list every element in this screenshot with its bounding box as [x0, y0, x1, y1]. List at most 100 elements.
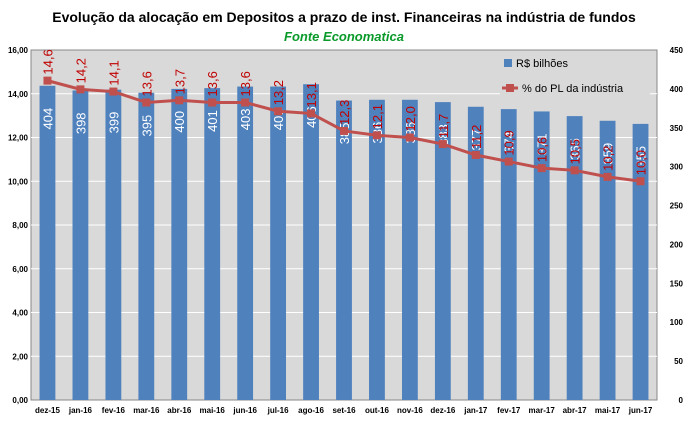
bar-data-label: 398: [73, 112, 88, 134]
bar-data-label: 401: [205, 110, 220, 132]
bar: [434, 102, 451, 400]
bar: [270, 86, 287, 401]
y-left-tick-label: 12,00: [8, 134, 29, 143]
y-left-tick-label: 0,00: [12, 396, 28, 405]
x-tick-label: ago-16: [298, 406, 324, 415]
bar-data-label: 404: [40, 108, 55, 130]
line-data-label: 13,2: [271, 80, 286, 105]
legend-swatch-bar: [504, 59, 512, 67]
line-marker: [570, 166, 579, 175]
line-marker: [537, 164, 546, 173]
x-tick-label: jun-16: [232, 406, 257, 415]
y-right-tick-label: 100: [670, 318, 684, 327]
x-tick-label: dez-15: [35, 406, 60, 415]
x-tick-label: fev-16: [102, 406, 126, 415]
x-tick-label: mai-16: [200, 406, 226, 415]
line-marker: [274, 107, 283, 116]
line-data-label: 11,7: [436, 114, 451, 138]
line-marker: [241, 98, 250, 107]
bar: [632, 123, 649, 400]
line-marker: [175, 96, 184, 105]
x-tick-label: nov-16: [397, 406, 423, 415]
line-marker: [504, 157, 513, 166]
bar-data-label: 374: [502, 131, 517, 153]
y-right-tick-label: 350: [670, 124, 684, 133]
legend-box: [500, 52, 650, 98]
line-data-label: 12,1: [370, 104, 385, 129]
line-marker: [603, 172, 612, 181]
line-marker: [636, 177, 645, 186]
x-tick-label: set-16: [332, 406, 356, 415]
bar-data-label: 359: [601, 143, 616, 165]
line-marker: [405, 133, 414, 142]
line-marker: [43, 76, 52, 85]
line-marker: [208, 98, 217, 107]
bar: [171, 88, 188, 400]
x-tick-label: jan-17: [463, 406, 488, 415]
line-data-label: 12,3: [337, 100, 352, 125]
legend-label-line: % do PL da indústria: [522, 83, 624, 95]
bar: [237, 86, 254, 401]
bar-data-label: 355: [634, 146, 649, 168]
bar-data-label: 371: [535, 133, 550, 155]
x-tick-label: jul-16: [267, 406, 289, 415]
line-data-label: 10,6: [535, 137, 550, 162]
line-data-label: 13,7: [172, 69, 187, 94]
bar: [500, 109, 517, 400]
legend-swatch-marker: [506, 84, 514, 92]
x-tick-label: mai-17: [595, 406, 621, 415]
line-data-label: 14,1: [106, 60, 121, 85]
x-tick-label: fev-17: [497, 406, 521, 415]
line-data-label: 13,6: [139, 71, 154, 96]
bar: [599, 120, 616, 401]
y-left-tick-label: 6,00: [12, 265, 28, 274]
line-marker: [142, 98, 151, 107]
line-marker: [76, 85, 85, 94]
line-data-label: 11,2: [469, 125, 484, 149]
y-right-tick-label: 50: [674, 357, 683, 366]
y-right-tick-label: 0: [679, 396, 684, 405]
bar: [467, 106, 484, 401]
y-left-tick-label: 10,00: [8, 177, 29, 186]
line-data-label: 14,6: [40, 49, 55, 74]
bar: [533, 111, 550, 400]
y-right-tick-label: 200: [670, 240, 684, 249]
line-data-label: 13,1: [304, 82, 319, 107]
line-data-label: 10,2: [601, 146, 616, 171]
line-data-label: 13,6: [205, 71, 220, 96]
y-left-tick-label: 16,00: [8, 46, 29, 55]
bar: [105, 89, 122, 401]
line-data-label: 10,5: [568, 139, 583, 164]
bar: [401, 99, 418, 401]
bar-data-label: 400: [172, 111, 187, 133]
chart-title: Evolução da alocação em Depositos a praz…: [52, 9, 636, 25]
line-marker: [109, 87, 118, 96]
x-tick-label: jan-16: [68, 406, 93, 415]
y-right-tick-label: 450: [670, 46, 684, 55]
line-marker: [471, 151, 480, 159]
x-tick-label: out-16: [365, 406, 390, 415]
line-data-label: 14,2: [73, 58, 88, 83]
bar: [72, 90, 89, 400]
y-left-tick-label: 4,00: [12, 309, 28, 318]
bar: [39, 85, 56, 401]
line-data-label: 13,6: [238, 71, 253, 96]
bar-data-label: 403: [238, 109, 253, 131]
line-marker: [340, 126, 348, 135]
x-tick-label: mar-16: [133, 406, 160, 415]
x-tick-label: jun-17: [628, 406, 653, 415]
line-marker: [372, 131, 381, 140]
line-data-label: 12,0: [403, 106, 418, 131]
y-right-tick-label: 300: [670, 163, 684, 172]
legend-label-bar: R$ bilhões: [516, 58, 568, 70]
y-right-tick-label: 250: [670, 202, 684, 211]
bar: [138, 92, 155, 401]
y-left-tick-label: 14,00: [8, 90, 29, 99]
chart-subtitle: Fonte Economatica: [284, 29, 404, 44]
x-tick-label: abr-16: [167, 406, 192, 415]
line-marker: [307, 109, 316, 118]
line-data-label: 10,9: [502, 130, 517, 155]
x-tick-label: mar-17: [529, 406, 556, 415]
